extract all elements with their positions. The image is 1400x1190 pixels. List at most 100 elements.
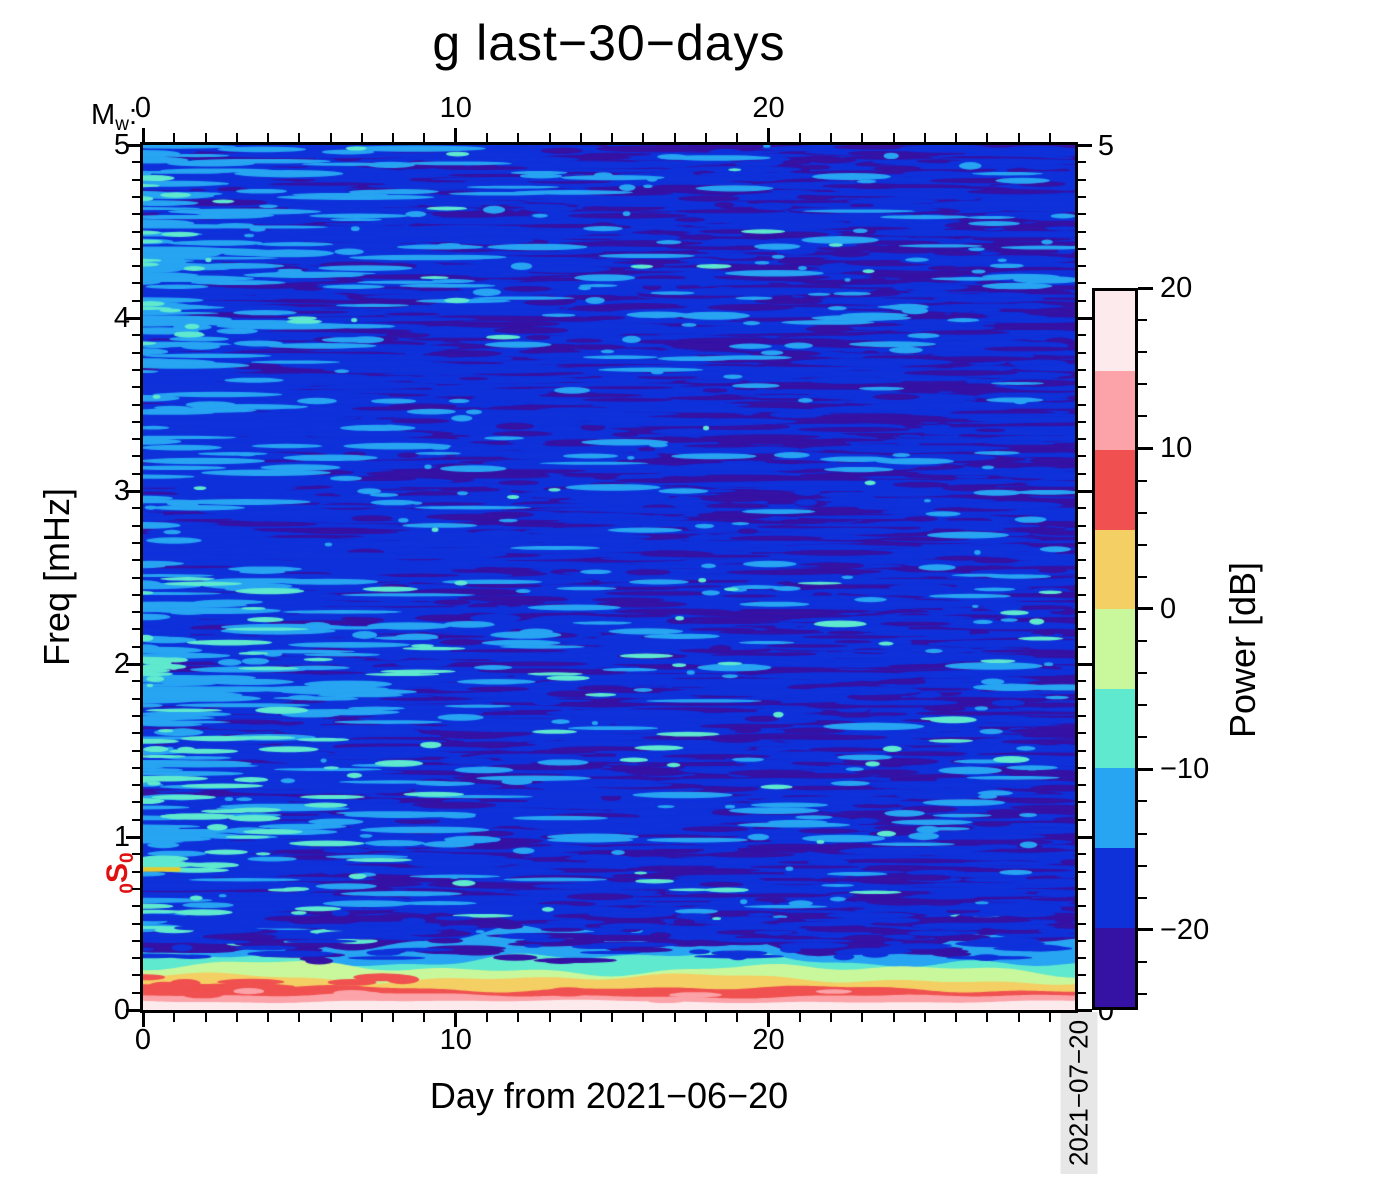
right-axis-tick	[1078, 957, 1086, 960]
x-axis-tick	[360, 1013, 363, 1022]
y-axis-tick	[132, 368, 140, 371]
colorbar-tick	[1138, 704, 1147, 707]
right-axis-tick	[1078, 662, 1092, 666]
right-axis-tick	[1078, 230, 1086, 233]
y-axis-tick	[132, 230, 140, 233]
top-axis-tick	[830, 133, 833, 142]
colorbar-segment	[1095, 609, 1135, 689]
x-axis-tick	[329, 1013, 332, 1022]
chart-title: g last−30−days	[432, 15, 786, 71]
colorbar-tick-label: −10	[1160, 753, 1210, 786]
colorbar-tick	[1138, 672, 1147, 675]
y-axis-tick-label: 5	[113, 129, 130, 161]
colorbar-segment	[1095, 529, 1135, 610]
top-axis-tick	[392, 133, 395, 142]
right-axis-tick	[1078, 784, 1086, 787]
x-axis-tick	[642, 1013, 645, 1022]
top-axis-tick	[955, 133, 958, 142]
y-axis-tick	[132, 680, 140, 683]
y-axis-tick	[132, 213, 140, 216]
top-axis-tick	[892, 133, 895, 142]
x-axis-tick	[579, 1013, 582, 1022]
x-axis-tick	[923, 1013, 926, 1022]
right-axis-tick	[1078, 541, 1086, 544]
y-axis-tick	[132, 749, 140, 752]
colorbar-segment	[1095, 291, 1135, 371]
right-axis-tick	[1078, 801, 1086, 804]
top-axis-tick	[173, 133, 176, 142]
right-axis-tick	[1078, 939, 1086, 942]
right-axis-tick	[1078, 714, 1086, 717]
power-axis-label: Power [dB]	[1222, 561, 1263, 739]
right-axis-tick	[1078, 178, 1086, 181]
top-axis-tick	[204, 133, 207, 142]
top-axis-tick	[141, 128, 145, 142]
y-axis-tick	[132, 438, 140, 441]
y-axis-tick	[132, 870, 140, 873]
colorbar-tick	[1138, 736, 1147, 739]
colorbar-tick	[1138, 511, 1147, 514]
y-axis-tick	[132, 559, 140, 562]
colorbar-tick-label: 0	[1160, 592, 1177, 625]
top-axis-tick	[798, 133, 801, 142]
top-axis-tick	[736, 133, 739, 142]
y-axis-tick	[132, 282, 140, 285]
y-axis-tick	[132, 524, 140, 527]
x-axis-tick	[798, 1013, 801, 1022]
colorbar-segment	[1095, 370, 1135, 451]
top-axis-label: Mw:	[40, 99, 137, 141]
y-axis-tick	[132, 299, 140, 302]
right-axis-tick	[1078, 1008, 1092, 1012]
y-axis-tick	[132, 576, 140, 579]
colorbar-tick	[1138, 575, 1147, 578]
y-axis-tick	[132, 714, 140, 717]
y-axis-tick-label: 1	[113, 821, 130, 853]
y-axis-tick	[132, 766, 140, 769]
right-axis-tick	[1078, 645, 1086, 648]
top-axis-tick	[267, 133, 270, 142]
right-axis-tick	[1078, 524, 1086, 527]
right-axis-tick	[1078, 905, 1086, 908]
right-axis-tick	[1078, 732, 1086, 735]
right-axis-tick	[1078, 749, 1086, 752]
x-axis-tick	[235, 1013, 238, 1022]
top-axis-tick	[642, 133, 645, 142]
x-axis-tick	[892, 1013, 895, 1022]
colorbar-tick	[1138, 928, 1153, 932]
y-axis-tick	[132, 611, 140, 614]
y-axis-tick	[126, 489, 140, 493]
y-axis-tick	[132, 939, 140, 942]
x-axis-tick	[392, 1013, 395, 1022]
top-axis-label-colon: :	[128, 99, 137, 131]
top-axis-label-sub: w	[115, 114, 129, 135]
colorbar-tick	[1138, 832, 1147, 835]
right-axis-tick	[1078, 853, 1086, 856]
right-axis-tick	[1078, 161, 1086, 164]
colorbar-segment	[1095, 688, 1135, 769]
y-axis-tick	[132, 818, 140, 821]
colorbar-segment	[1095, 768, 1135, 848]
right-axis-tick	[1078, 576, 1086, 579]
colorbar-tick	[1138, 992, 1147, 995]
y-axis-tick	[132, 974, 140, 977]
right-axis-tick	[1078, 766, 1086, 769]
x-axis-tick	[830, 1013, 833, 1022]
top-axis-tick	[986, 133, 989, 142]
colorbar-tick	[1138, 864, 1147, 867]
y-axis-tick	[132, 628, 140, 631]
top-axis-tick	[1048, 133, 1051, 142]
right-axis-tick	[1078, 213, 1086, 216]
y-axis-tick-label: 2	[113, 648, 130, 680]
right-axis-tick	[1078, 265, 1086, 268]
colorbar-segment	[1095, 450, 1135, 530]
colorbar-tick-label: 20	[1160, 272, 1193, 304]
top-axis-tick	[611, 133, 614, 142]
right-axis-tick	[1078, 351, 1086, 354]
colorbar-tick	[1138, 767, 1153, 771]
y-axis-tick-label: 3	[113, 475, 130, 507]
top-axis-tick	[454, 128, 458, 142]
top-axis-tick	[923, 133, 926, 142]
right-axis-tick	[1078, 403, 1086, 406]
freq-axis-label: Freq [mHz]	[36, 487, 77, 667]
y-axis-tick	[132, 161, 140, 164]
